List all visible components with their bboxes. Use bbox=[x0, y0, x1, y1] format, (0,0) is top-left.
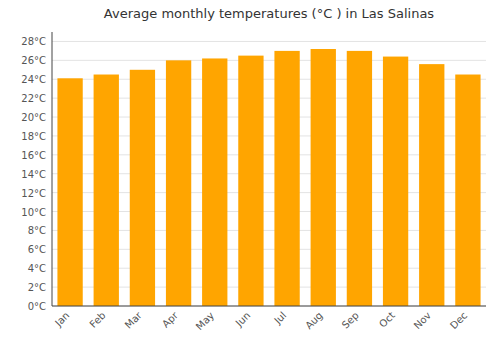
x-tick-label: Apr bbox=[160, 309, 181, 330]
bar bbox=[94, 75, 119, 306]
x-tick-label: Mar bbox=[123, 309, 145, 331]
bar bbox=[238, 56, 263, 306]
y-tick-label: 18°C bbox=[21, 131, 46, 142]
x-tick-label: Oct bbox=[377, 310, 397, 330]
y-tick-label: 0°C bbox=[28, 301, 46, 312]
bar bbox=[383, 57, 408, 306]
chart-container: Average monthly temperatures (°C ) in La… bbox=[0, 0, 500, 350]
bar bbox=[311, 49, 336, 306]
x-tick-label: Aug bbox=[303, 310, 325, 332]
bar bbox=[347, 51, 372, 306]
x-tick-label: Nov bbox=[412, 310, 434, 332]
y-tick-label: 10°C bbox=[21, 207, 46, 218]
y-axis-line bbox=[52, 32, 53, 306]
chart: Average monthly temperatures (°C ) in La… bbox=[0, 0, 500, 350]
x-tick-label: Jan bbox=[52, 310, 71, 329]
y-tick-label: 4°C bbox=[28, 263, 46, 274]
y-tick-label: 14°C bbox=[21, 169, 46, 180]
x-tick-label: Sep bbox=[340, 310, 361, 331]
y-tick-label: 12°C bbox=[21, 188, 46, 199]
y-tick-label: 8°C bbox=[28, 225, 46, 236]
y-tick-label: 16°C bbox=[21, 150, 46, 161]
grid-line bbox=[52, 60, 486, 61]
y-tick-label: 22°C bbox=[21, 93, 46, 104]
x-tick-label: Jul bbox=[271, 310, 288, 327]
grid-line bbox=[52, 306, 486, 307]
x-tick-label: Dec bbox=[448, 310, 469, 331]
bar bbox=[202, 58, 227, 306]
x-tick-label: Jun bbox=[233, 310, 253, 330]
bar bbox=[419, 64, 444, 306]
y-tick-label: 28°C bbox=[21, 36, 46, 47]
grid-line bbox=[52, 41, 486, 42]
title: Average monthly temperatures (°C ) in La… bbox=[104, 6, 434, 21]
x-axis-line bbox=[52, 306, 486, 307]
bar bbox=[166, 60, 191, 306]
y-tick-label: 6°C bbox=[28, 244, 46, 255]
x-tick-label: Feb bbox=[87, 310, 107, 330]
bar bbox=[57, 78, 82, 306]
y-tick-label: 26°C bbox=[21, 55, 46, 66]
y-tick-label: 24°C bbox=[21, 74, 46, 85]
bar bbox=[274, 51, 299, 306]
y-tick-label: 2°C bbox=[28, 282, 46, 293]
bar bbox=[130, 70, 155, 306]
y-tick-label: 20°C bbox=[21, 112, 46, 123]
bars bbox=[57, 49, 480, 306]
x-tick-label: May bbox=[194, 310, 216, 332]
grid bbox=[52, 41, 486, 306]
bar bbox=[455, 75, 480, 306]
